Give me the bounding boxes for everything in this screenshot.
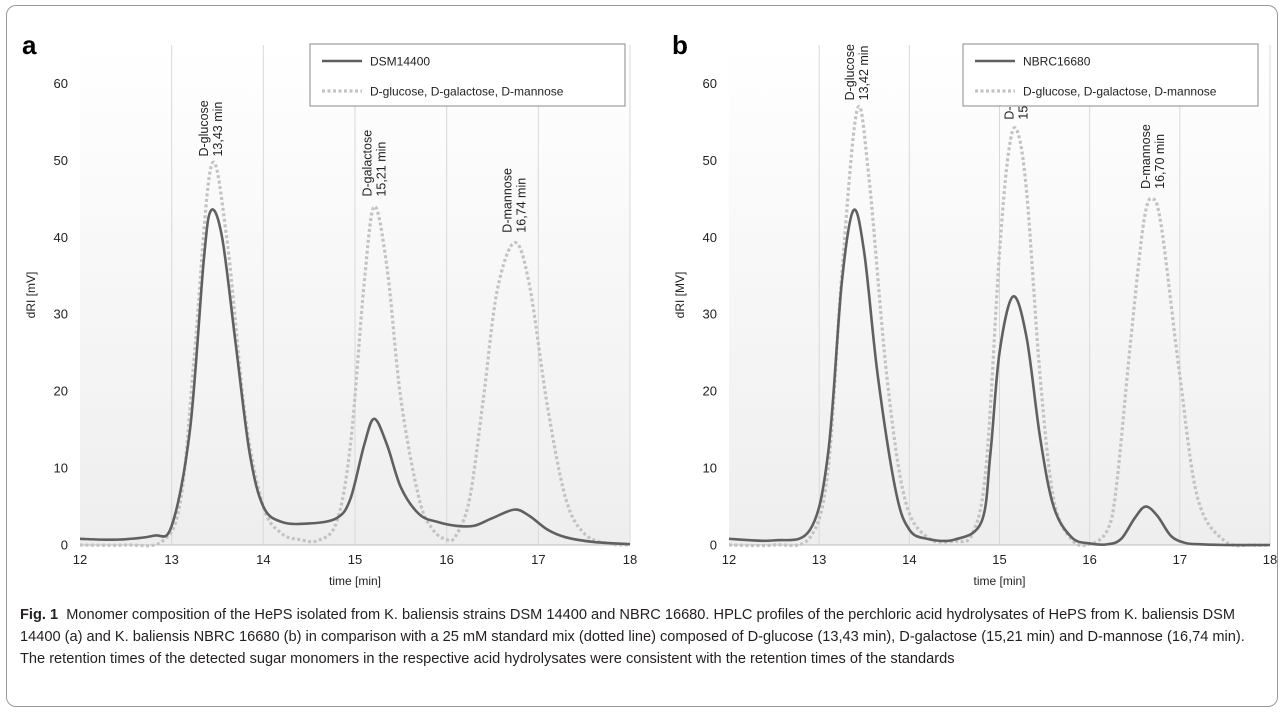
peak-retention-time: 13,43 min bbox=[211, 102, 225, 157]
x-tick-label: 17 bbox=[531, 552, 545, 567]
x-tick-label: 14 bbox=[902, 552, 916, 567]
peak-label: D-galactose bbox=[360, 130, 374, 197]
x-axis-title: time [min] bbox=[973, 574, 1025, 588]
peak-annotation: D-mannose 16,70 min bbox=[1139, 124, 1167, 189]
y-tick-label: 20 bbox=[703, 384, 717, 399]
y-axis-title: dRI [mV] bbox=[24, 272, 38, 319]
series-line-sample bbox=[79, 208, 631, 546]
caption-label: Fig. 1 bbox=[20, 607, 59, 623]
peak-label: D-mannose bbox=[501, 168, 515, 233]
y-tick-label: 50 bbox=[703, 153, 717, 168]
caption-text: Monomer composition of the HePS isolated… bbox=[20, 607, 1245, 667]
series-line-sample bbox=[728, 208, 1271, 547]
y-tick-label: 60 bbox=[703, 76, 717, 91]
x-tick-label: 17 bbox=[1173, 552, 1187, 567]
x-tick-label: 15 bbox=[992, 552, 1006, 567]
x-tick-label: 13 bbox=[812, 552, 826, 567]
panel-label: b bbox=[672, 30, 688, 60]
legend-entry: D-glucose, D-galactose, D-mannose bbox=[370, 85, 564, 99]
x-axis-title: time [min] bbox=[329, 574, 381, 588]
y-tick-label: 50 bbox=[54, 153, 68, 168]
panel-label: a bbox=[22, 30, 37, 60]
peak-retention-time: 13,42 min bbox=[857, 45, 871, 100]
legend-entry: DSM14400 bbox=[370, 55, 430, 69]
y-tick-label: 10 bbox=[703, 461, 717, 476]
peak-retention-time: 16,70 min bbox=[1153, 134, 1167, 189]
peak-label: D-glucose bbox=[197, 100, 211, 156]
peak-annotation: D-glucose 13,42 min bbox=[843, 44, 871, 100]
y-tick-label: 30 bbox=[703, 307, 717, 322]
peak-annotation: D-glucose 13,43 min bbox=[197, 100, 225, 156]
y-tick-label: 40 bbox=[54, 230, 68, 245]
legend-box bbox=[309, 43, 626, 107]
y-tick-label: 30 bbox=[54, 307, 68, 322]
x-tick-label: 16 bbox=[1082, 552, 1096, 567]
series-line-standard bbox=[79, 160, 631, 548]
x-tick-label: 12 bbox=[722, 552, 736, 567]
x-tick-label: 18 bbox=[623, 552, 637, 567]
peak-label: D-glucose bbox=[843, 44, 857, 100]
legend: DSM14400 D-glucose, D-galactose, D-mannos… bbox=[309, 43, 626, 107]
chart-panel-a: 12 13 14 15 16 17 18 0 10 20 30 40 50 60 time [min] dRI… bbox=[22, 30, 637, 588]
x-tick-label: 13 bbox=[164, 552, 178, 567]
x-tick-label: 18 bbox=[1263, 552, 1277, 567]
figure-caption: Fig. 1 Monomer composition of the HePS i… bbox=[20, 604, 1268, 670]
legend-entry: NBRC16680 bbox=[1023, 55, 1091, 69]
y-axis-title: dRI [MV] bbox=[673, 272, 687, 319]
peak-annotation: D-galactose 15,21 min bbox=[360, 130, 388, 197]
peak-annotation: D-mannose 16,74 min bbox=[501, 168, 529, 233]
peak-label: D-mannose bbox=[1139, 124, 1153, 189]
y-tick-label: 10 bbox=[54, 461, 68, 476]
y-tick-label: 0 bbox=[61, 538, 68, 553]
peak-retention-time: 15,21 min bbox=[374, 142, 388, 197]
y-tick-label: 60 bbox=[54, 76, 68, 91]
chart-panel-b: 12 13 14 15 16 17 18 0 10 20 30 40 50 60 time [min] dRI… bbox=[672, 30, 1277, 588]
x-tick-label: 16 bbox=[439, 552, 453, 567]
x-tick-label: 12 bbox=[73, 552, 87, 567]
x-tick-label: 14 bbox=[256, 552, 270, 567]
peak-retention-time: 16,74 min bbox=[515, 178, 529, 233]
charts-canvas: 12 13 14 15 16 17 18 0 10 20 30 40 50 60 time [min] dRI… bbox=[22, 30, 1277, 588]
legend-entry: D-glucose, D-galactose, D-mannose bbox=[1023, 85, 1217, 99]
y-tick-label: 40 bbox=[703, 230, 717, 245]
y-tick-label: 20 bbox=[54, 384, 68, 399]
legend-box bbox=[962, 43, 1259, 107]
legend: NBRC16680 D-glucose, D-galactose, D-manno… bbox=[962, 43, 1259, 107]
y-tick-label: 0 bbox=[710, 538, 717, 553]
x-tick-label: 15 bbox=[348, 552, 362, 567]
figure-frame bbox=[6, 5, 1278, 707]
